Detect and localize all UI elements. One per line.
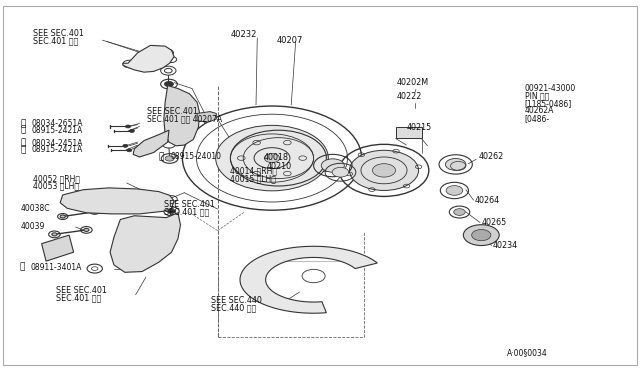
Text: SEC.401 参照: SEC.401 参照	[164, 208, 209, 217]
Circle shape	[463, 225, 499, 246]
Polygon shape	[133, 130, 169, 157]
Text: SEE SEC.401: SEE SEC.401	[164, 200, 214, 209]
Polygon shape	[60, 188, 174, 214]
Circle shape	[168, 209, 175, 214]
Text: 40039: 40039	[20, 222, 45, 231]
Text: SEE SEC.401: SEE SEC.401	[33, 29, 84, 38]
Text: 40015 〈LH〉: 40015 〈LH〉	[230, 174, 276, 183]
Text: 08915-24010: 08915-24010	[170, 153, 221, 161]
Circle shape	[125, 125, 131, 128]
Text: 08034-2651A: 08034-2651A	[32, 119, 83, 128]
FancyBboxPatch shape	[3, 6, 637, 365]
Text: 40210: 40210	[266, 162, 291, 171]
Text: SEE SEC.401: SEE SEC.401	[147, 107, 198, 116]
Text: 40262: 40262	[479, 153, 504, 161]
Text: 40052 〈RH〉: 40052 〈RH〉	[33, 174, 80, 183]
Text: 08915-2421A: 08915-2421A	[32, 126, 83, 135]
Circle shape	[349, 150, 419, 190]
Polygon shape	[240, 246, 378, 313]
Circle shape	[332, 167, 349, 177]
Circle shape	[66, 200, 72, 203]
Text: 40215: 40215	[407, 123, 432, 132]
Text: [0486-: [0486-	[525, 114, 550, 123]
Text: 40207: 40207	[276, 36, 303, 45]
Text: Ⓑ: Ⓑ	[20, 119, 26, 128]
Polygon shape	[42, 235, 74, 261]
Text: SEE SEC.401: SEE SEC.401	[56, 286, 107, 295]
Circle shape	[165, 156, 174, 161]
Text: 08911-3401A: 08911-3401A	[31, 263, 82, 272]
Text: PIN ピン: PIN ピン	[525, 92, 549, 100]
Text: SEC.401 参照: SEC.401 参照	[56, 294, 102, 303]
FancyBboxPatch shape	[396, 127, 422, 138]
Text: Ⓦ: Ⓦ	[20, 126, 26, 135]
Text: A·00§0034: A·00§0034	[507, 348, 548, 357]
Text: Ⓦ: Ⓦ	[159, 153, 164, 161]
Circle shape	[264, 154, 280, 163]
Circle shape	[123, 144, 128, 147]
Circle shape	[454, 209, 465, 215]
Circle shape	[321, 159, 344, 172]
Text: 40202M: 40202M	[397, 78, 429, 87]
Text: Ⓑ: Ⓑ	[20, 139, 26, 148]
Text: 40265: 40265	[481, 218, 506, 227]
Text: 40038C: 40038C	[20, 204, 50, 213]
Circle shape	[127, 149, 132, 152]
Circle shape	[52, 233, 57, 236]
Text: 40222: 40222	[397, 92, 422, 101]
Text: SEC.440 参照: SEC.440 参照	[211, 304, 257, 312]
Text: 00921-43000: 00921-43000	[525, 84, 576, 93]
Circle shape	[445, 158, 466, 170]
Text: SEE SEC.440: SEE SEC.440	[211, 296, 262, 305]
Circle shape	[84, 228, 89, 231]
Text: SEC.401 参照: SEC.401 参照	[33, 36, 79, 45]
Text: 40234: 40234	[493, 241, 518, 250]
Circle shape	[446, 186, 463, 195]
Circle shape	[472, 230, 491, 241]
Text: 40232: 40232	[230, 30, 257, 39]
Text: Ⓝ: Ⓝ	[19, 263, 24, 272]
Polygon shape	[164, 86, 200, 146]
Text: 08915-2421A: 08915-2421A	[32, 145, 83, 154]
Circle shape	[164, 81, 173, 87]
Text: 40018: 40018	[264, 153, 289, 162]
Polygon shape	[197, 112, 216, 122]
Text: 08034-2451A: 08034-2451A	[32, 139, 83, 148]
Circle shape	[216, 125, 328, 191]
Text: [1185-0486]: [1185-0486]	[525, 99, 572, 108]
Circle shape	[60, 215, 65, 218]
Polygon shape	[110, 213, 180, 272]
Text: 40053 〈LH〉: 40053 〈LH〉	[33, 182, 79, 190]
Circle shape	[92, 210, 97, 213]
Text: Ⓦ: Ⓦ	[20, 145, 26, 154]
Text: 40014 〈RH〉: 40014 〈RH〉	[230, 167, 277, 176]
Text: SEC.401 参照 40207A: SEC.401 参照 40207A	[147, 115, 222, 124]
Text: 40264: 40264	[475, 196, 500, 205]
Text: 40262A: 40262A	[525, 106, 554, 115]
Circle shape	[372, 164, 396, 177]
Polygon shape	[123, 45, 174, 72]
Circle shape	[129, 129, 134, 132]
